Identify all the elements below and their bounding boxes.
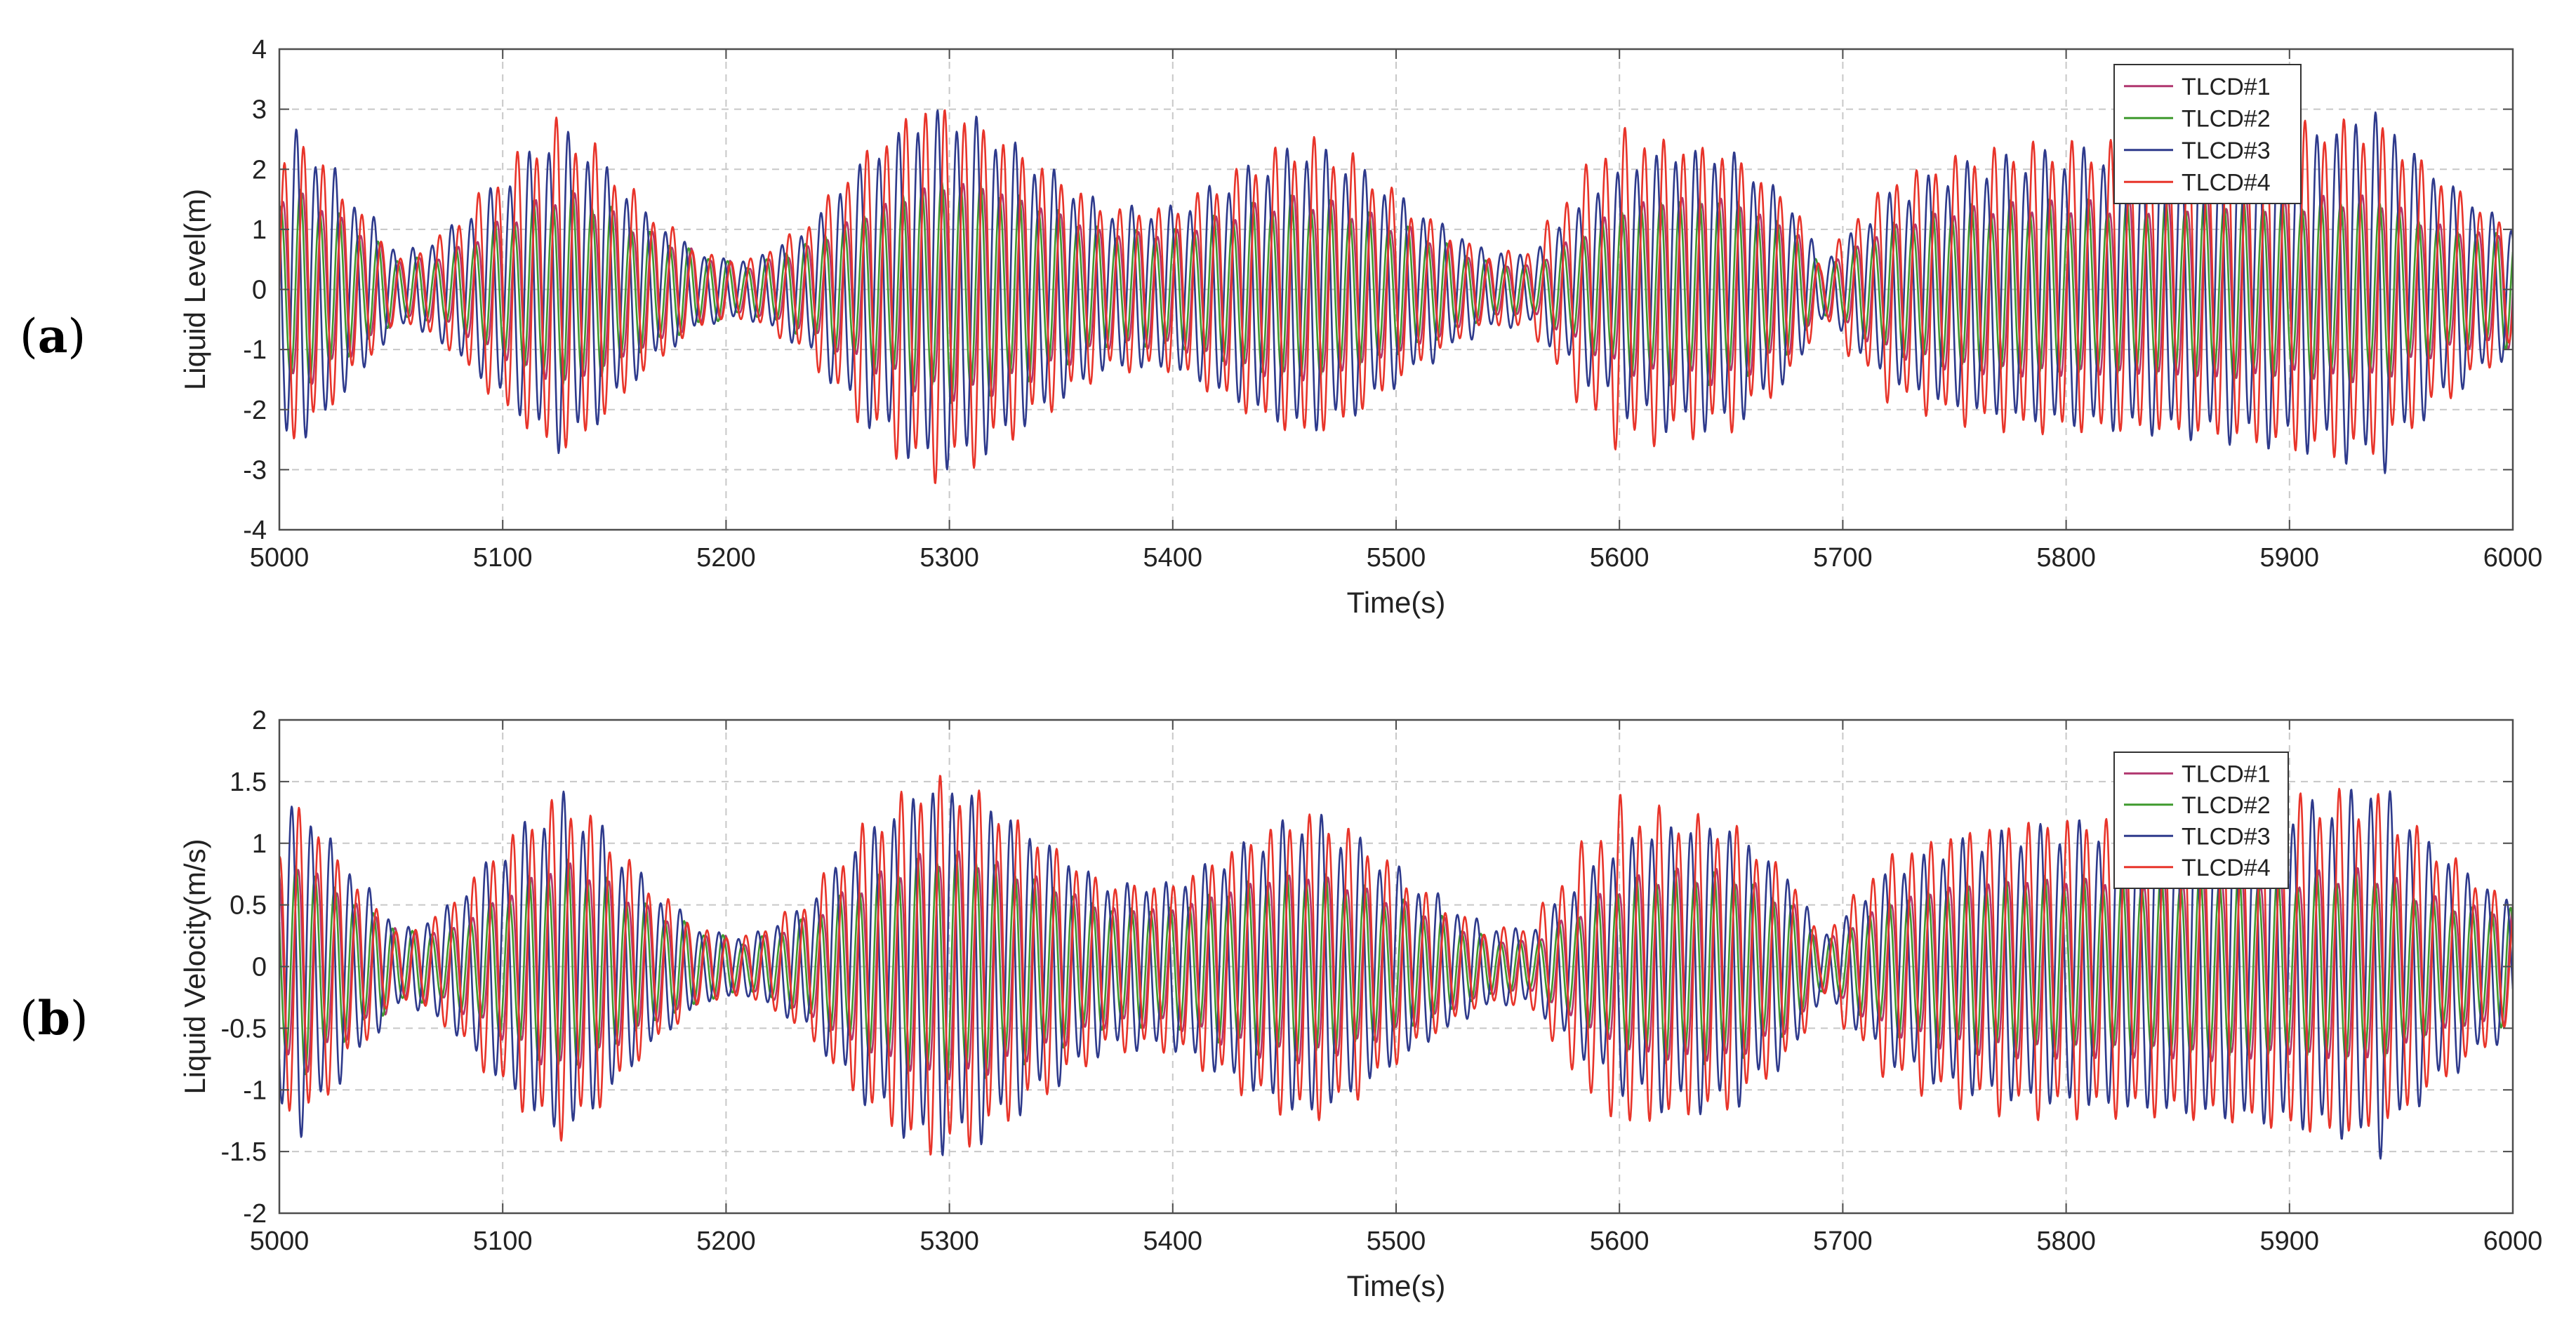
x-tick-label: 5600 xyxy=(1590,543,1649,573)
series-group xyxy=(279,775,2513,1160)
y-tick-label: -1 xyxy=(243,335,267,365)
y-tick-label: -2 xyxy=(243,1199,267,1229)
panel-label-a: (a) xyxy=(20,309,86,363)
x-tick-label: 5500 xyxy=(1367,543,1426,573)
panel-label-b: (b) xyxy=(20,991,88,1046)
y-tick-label: -4 xyxy=(243,516,267,545)
legend-label: TLCD#1 xyxy=(2182,74,2271,100)
y-tick-label: 4 xyxy=(252,35,267,65)
x-tick-label: 5900 xyxy=(2260,1227,2320,1256)
y-tick-label: -2 xyxy=(243,396,267,425)
y-tick-label: 0.5 xyxy=(230,891,267,921)
series-line-TLCD4 xyxy=(279,775,2513,1156)
y-tick-label: -1.5 xyxy=(221,1137,267,1167)
legend-label: TLCD#4 xyxy=(2182,855,2271,881)
y-tick-label: 2 xyxy=(252,706,267,735)
y-tick-label: 1 xyxy=(252,215,267,245)
legend-label: TLCD#2 xyxy=(2182,792,2271,819)
y-tick-label: -0.5 xyxy=(221,1014,267,1043)
chart-panel-b: 5000 5100 5200 5300 5400 5500 5600 5700 5800 5900… xyxy=(178,706,2542,1302)
x-tick-label: 5100 xyxy=(473,543,533,573)
x-tick-label: 5000 xyxy=(250,543,310,573)
y-tick-label: 3 xyxy=(252,95,267,125)
x-tick-label: 5400 xyxy=(1143,543,1203,573)
y-axis-label: Liquid Level(m) xyxy=(178,189,211,390)
y-tick-label: 1.5 xyxy=(230,768,267,797)
legend-label: TLCD#1 xyxy=(2182,761,2271,787)
x-axis-label: Time(s) xyxy=(1347,586,1446,619)
x-axis-label: Time(s) xyxy=(1347,1269,1446,1302)
legend-label: TLCD#3 xyxy=(2182,823,2271,850)
legend-label: TLCD#3 xyxy=(2182,138,2271,164)
x-tick-label: 5700 xyxy=(1813,543,1873,573)
y-axis-label: Liquid Velocity(m/s) xyxy=(178,839,211,1094)
x-tick-label: 5400 xyxy=(1143,1227,1203,1256)
x-tick-label: 5900 xyxy=(2260,543,2320,573)
legend: TLCD#1 TLCD#2 TLCD#3 TLCD#4 xyxy=(2113,64,2302,204)
legend-box xyxy=(2113,752,2289,889)
x-tick-label: 5000 xyxy=(250,1227,310,1256)
x-tick-label: 6000 xyxy=(2483,543,2543,573)
y-tick-label: 0 xyxy=(252,276,267,305)
legend-label: TLCD#4 xyxy=(2182,169,2271,196)
y-tick-label: 2 xyxy=(252,155,267,185)
series-line-TLCD4 xyxy=(279,109,2513,484)
legend-box xyxy=(2113,64,2302,204)
chart-panel-a: 5000 5100 5200 5300 5400 5500 5600 5700 5800 5900… xyxy=(178,35,2542,619)
x-tick-label: 5800 xyxy=(2036,543,2096,573)
y-tick-label: 1 xyxy=(252,829,267,859)
x-tick-label: 5600 xyxy=(1590,1227,1649,1256)
legend: TLCD#1 TLCD#2 TLCD#3 TLCD#4 xyxy=(2113,752,2289,889)
x-tick-label: 5200 xyxy=(696,1227,756,1256)
x-tick-label: 5300 xyxy=(919,1227,979,1256)
x-tick-label: 5700 xyxy=(1813,1227,1873,1256)
x-tick-label: 6000 xyxy=(2483,1227,2543,1256)
x-tick-label: 5800 xyxy=(2036,1227,2096,1256)
legend-label: TLCD#2 xyxy=(2182,105,2271,132)
x-tick-label: 5500 xyxy=(1367,1227,1426,1256)
y-tick-label: -1 xyxy=(243,1076,267,1105)
x-tick-label: 5100 xyxy=(473,1227,533,1256)
x-tick-label: 5200 xyxy=(696,543,756,573)
series-line-TLCD3 xyxy=(279,789,2513,1160)
y-tick-label: -3 xyxy=(243,455,267,485)
y-tick-label: 0 xyxy=(252,953,267,982)
x-tick-label: 5300 xyxy=(919,543,979,573)
